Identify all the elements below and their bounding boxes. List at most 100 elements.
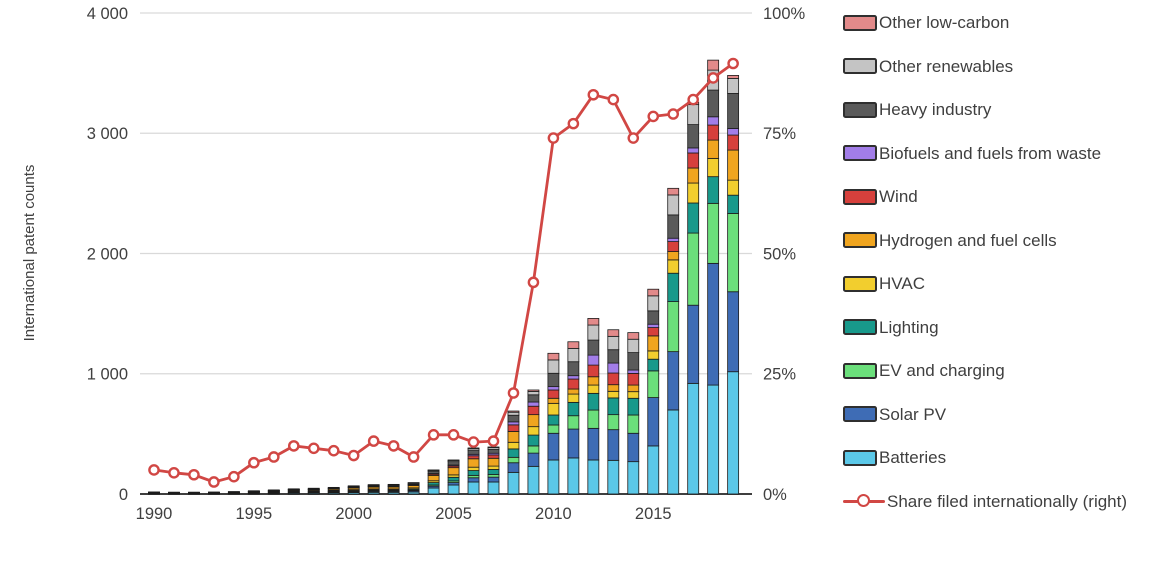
legend-label: HVAC	[879, 274, 925, 294]
bar-segment	[707, 116, 720, 126]
bar-segment	[487, 454, 500, 459]
share-line-marker	[607, 93, 620, 106]
bar-segment	[587, 459, 600, 495]
bar-segment	[587, 318, 600, 326]
bar-segment	[168, 491, 180, 494]
bar-segment	[527, 405, 540, 416]
solar-pv-swatch	[843, 406, 877, 423]
share-line-marker	[687, 93, 699, 106]
bar-segment	[447, 459, 460, 461]
left-axis-tick: 0	[119, 486, 128, 504]
share-line-marker	[327, 444, 340, 457]
bar-segment	[607, 384, 620, 392]
bar-segment	[567, 428, 580, 459]
bar-segment	[527, 389, 540, 392]
bar-segment	[467, 455, 480, 460]
bar-segment	[647, 327, 660, 337]
wind-swatch	[843, 188, 877, 205]
bar-segment	[467, 470, 480, 476]
other-low-carbon-swatch	[843, 14, 877, 31]
bar-segment	[547, 424, 560, 434]
bar-segment	[607, 429, 620, 461]
bar-segment	[627, 338, 640, 353]
bar-segment	[687, 304, 700, 384]
bar-segment	[607, 397, 620, 416]
bar-segment	[467, 477, 480, 483]
share-line-marker	[287, 440, 300, 452]
legend-label: Hydrogen and fuel cells	[879, 230, 1057, 250]
bar-segment	[727, 75, 740, 79]
legend-label: Solar PV	[879, 404, 947, 424]
bar-segment	[627, 352, 640, 371]
bar-segment	[567, 457, 580, 495]
x-axis-tick: 2005	[435, 505, 472, 523]
share-line-marker	[248, 456, 260, 469]
chart-canvas: 0 1 000 2 000 3 000 4 000 0% 25% 50% 75% 100% 1990…	[21, 5, 806, 523]
bar-segment	[527, 414, 540, 428]
bar-segment	[627, 391, 640, 399]
share-line-marker	[148, 464, 160, 476]
bar-segment	[727, 78, 740, 94]
bar-segment	[707, 139, 720, 159]
x-axis-tick: 2000	[335, 505, 372, 523]
bar-segment	[527, 394, 540, 403]
right-axis-tick: 50%	[763, 245, 796, 263]
legend-label: Other renewables	[879, 56, 1014, 76]
bar-segment	[707, 157, 720, 178]
bar-segment	[527, 434, 540, 447]
bar-segment	[687, 202, 700, 234]
share-line-marker	[587, 88, 600, 101]
share-line-marker	[407, 451, 420, 463]
legend-item-other-renewables: Other renewables	[843, 45, 1171, 89]
bar-segment	[567, 378, 580, 390]
bar-segment	[647, 310, 660, 325]
left-axis-tick: 1 000	[87, 366, 128, 384]
share-line-marker	[208, 476, 220, 488]
bar-segment	[707, 89, 720, 118]
bar-segment	[687, 124, 700, 149]
legend-item-ev-and-charging: EV and charging	[843, 349, 1171, 393]
bar-segment	[667, 351, 680, 411]
bar-segment	[507, 411, 520, 416]
axis-ticks: 0 1 000 2 000 3 000 4 000 0% 25% 50% 75% 100% 1990…	[87, 5, 806, 523]
share-line-marker	[647, 110, 660, 123]
bar-segment	[647, 335, 660, 352]
bar-segment	[467, 481, 480, 495]
bar-segment	[727, 371, 740, 495]
legend-item-biofuels-and-fuels-from-waste: Biofuels and fuels from waste	[843, 132, 1171, 176]
legend-label: Heavy industry	[879, 100, 992, 120]
bar-segment	[507, 421, 520, 426]
bar-segment	[667, 237, 680, 242]
legend-item-wind: Wind	[843, 175, 1171, 219]
bar-segment	[647, 358, 660, 372]
bar-segment	[267, 489, 280, 491]
bar-segment	[707, 59, 720, 71]
bar-segment	[607, 372, 620, 386]
bar-segment	[148, 491, 160, 493]
bar-segment	[667, 272, 680, 303]
bar-segment	[547, 397, 560, 404]
bar-segment	[667, 194, 680, 216]
right-axis-tick: 25%	[763, 366, 796, 384]
bar-segment	[527, 391, 540, 396]
bar-segment	[188, 491, 200, 494]
share-line-marker	[707, 72, 719, 84]
share-line-marker	[367, 435, 380, 447]
other-renewables-swatch	[843, 58, 877, 75]
bar-segment	[407, 482, 420, 484]
lighting-swatch	[843, 319, 877, 336]
legend-item-solar-pv: Solar PV	[843, 393, 1171, 437]
right-axis-tick: 0%	[763, 486, 787, 504]
share-line-marker	[507, 387, 520, 399]
bar-segment	[487, 448, 500, 454]
legend-label: Batteries	[879, 448, 947, 468]
bar-segment	[627, 369, 640, 374]
legend-label: Share filed internationally (right)	[887, 491, 1128, 511]
bar-segment	[487, 481, 500, 495]
legend-item-share-filed-internationally-right: Share filed internationally (right)	[843, 480, 1171, 524]
bar-segment	[507, 456, 520, 464]
bar-segment	[507, 410, 520, 413]
x-axis-tick: 2010	[535, 505, 572, 523]
bar-segment	[707, 384, 720, 495]
left-axis-tick: 3 000	[87, 125, 128, 143]
